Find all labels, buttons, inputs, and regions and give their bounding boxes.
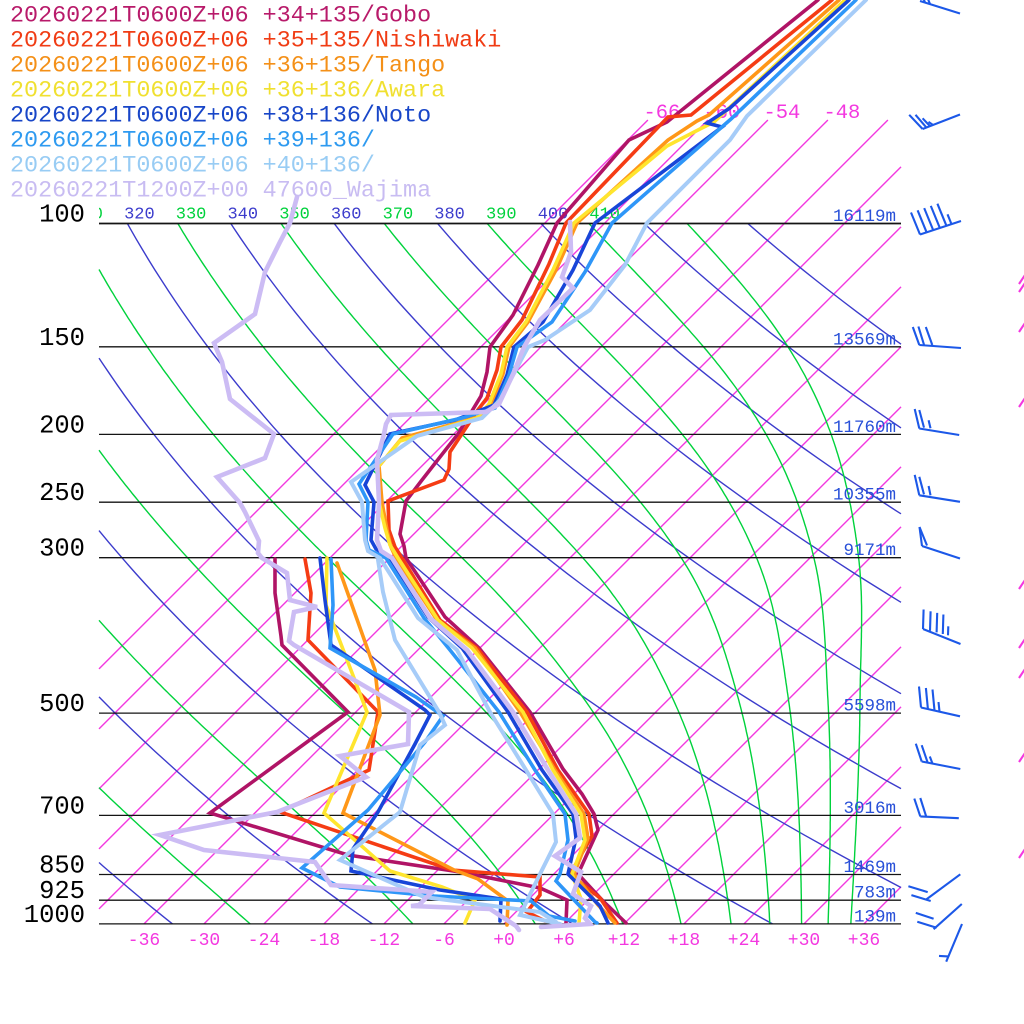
svg-text:370: 370 [383, 206, 414, 225]
svg-text:-54: -54 [763, 102, 800, 125]
svg-text:20260221T1200Z+00 47600_Wajima: 20260221T1200Z+00 47600_Wajima [10, 179, 431, 205]
svg-text:300: 300 [39, 535, 85, 564]
svg-text:360: 360 [331, 206, 362, 225]
svg-text:139m: 139m [854, 907, 896, 927]
svg-text:9171m: 9171m [843, 541, 896, 561]
svg-text:+18: +18 [668, 931, 700, 951]
svg-text:13569m: 13569m [833, 330, 896, 350]
svg-text:1000: 1000 [24, 901, 85, 930]
svg-text:20260221T0600Z+06 +40+136/: 20260221T0600Z+06 +40+136/ [10, 154, 375, 180]
svg-text:11760m: 11760m [833, 418, 896, 438]
svg-text:10355m: 10355m [833, 486, 896, 506]
svg-text:-36: -36 [128, 931, 160, 951]
svg-text:+12: +12 [608, 931, 640, 951]
svg-text:-48: -48 [823, 102, 860, 125]
svg-text:20260221T0600Z+06 +34+135/Gobo: 20260221T0600Z+06 +34+135/Gobo [10, 4, 431, 30]
svg-text:200: 200 [39, 411, 85, 440]
svg-text:330: 330 [176, 206, 207, 225]
svg-text:783m: 783m [854, 884, 896, 904]
svg-text:320: 320 [124, 206, 155, 225]
svg-text:+30: +30 [788, 931, 820, 951]
svg-text:-18: -18 [308, 931, 340, 951]
svg-text:390: 390 [486, 206, 517, 225]
svg-text:150: 150 [39, 324, 85, 353]
svg-text:850: 850 [39, 852, 85, 881]
svg-text:+6: +6 [553, 931, 575, 951]
svg-text:925: 925 [39, 877, 85, 906]
svg-text:20260221T0600Z+06 +36+135/Tang: 20260221T0600Z+06 +36+135/Tango [10, 54, 445, 80]
svg-text:100: 100 [39, 201, 85, 230]
svg-text:-24: -24 [248, 931, 280, 951]
svg-text:500: 500 [39, 690, 85, 719]
svg-text:20260221T0600Z+06 +35+135/Nish: 20260221T0600Z+06 +35+135/Nishiwaki [10, 29, 501, 55]
svg-text:-12: -12 [368, 931, 400, 951]
svg-text:380: 380 [434, 206, 465, 225]
svg-text:5598m: 5598m [843, 697, 896, 717]
svg-text:340: 340 [227, 206, 258, 225]
svg-text:3016m: 3016m [843, 799, 896, 819]
svg-text:20260221T0600Z+06 +38+136/Noto: 20260221T0600Z+06 +38+136/Noto [10, 104, 431, 130]
svg-text:-30: -30 [188, 931, 220, 951]
svg-text:+0: +0 [493, 931, 515, 951]
svg-text:20260221T0600Z+06 +36+136/Awar: 20260221T0600Z+06 +36+136/Awara [10, 79, 445, 105]
svg-text:+24: +24 [728, 931, 760, 951]
svg-text:250: 250 [39, 479, 85, 508]
svg-text:310: 310 [72, 206, 103, 225]
svg-text:+36: +36 [848, 931, 880, 951]
svg-text:16119m: 16119m [833, 207, 896, 227]
svg-text:-6: -6 [433, 931, 455, 951]
svg-text:1469m: 1469m [843, 858, 896, 878]
svg-text:700: 700 [39, 792, 85, 821]
svg-text:20260221T0600Z+06 +39+136/: 20260221T0600Z+06 +39+136/ [10, 129, 375, 155]
